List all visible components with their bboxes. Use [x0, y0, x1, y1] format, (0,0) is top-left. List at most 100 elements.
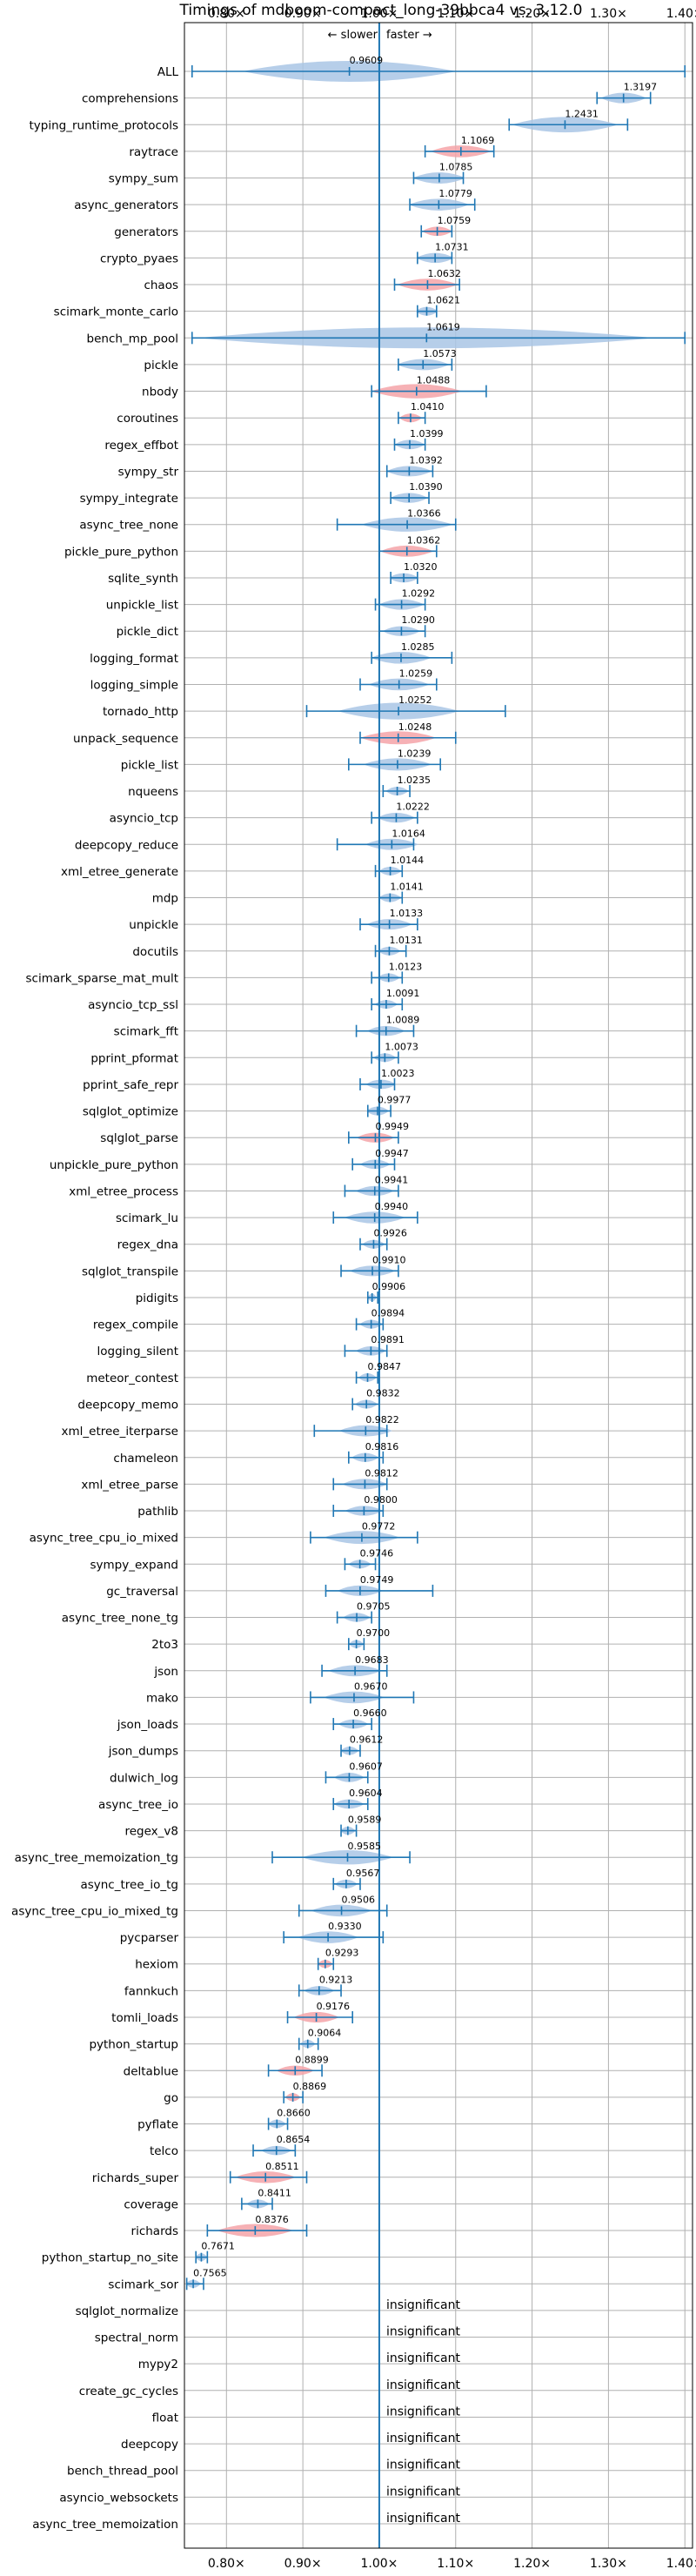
benchmark-label: python_startup [89, 2038, 178, 2052]
benchmark-label: logging_simple [90, 678, 178, 692]
value-label: 0.9772 [362, 1521, 396, 1533]
value-label: 1.0392 [409, 454, 443, 466]
benchmark-label: json [153, 1665, 178, 1679]
benchmark-label: pprint_pformat [90, 1051, 178, 1065]
benchmark-label: float [152, 2411, 178, 2425]
value-label: 1.1069 [461, 135, 495, 146]
value-label: 0.9894 [371, 1308, 405, 1319]
value-label: 0.9926 [373, 1228, 407, 1239]
grid [184, 23, 693, 2548]
benchmark-label: regex_dna [117, 1238, 178, 1252]
benchmark-label: regex_v8 [124, 1825, 178, 1839]
benchmark-label: pyflate [137, 2118, 178, 2132]
benchmark-label: coroutines [117, 412, 178, 426]
value-label: 1.0320 [404, 561, 438, 573]
benchmark-label: pickle_pure_python [64, 545, 178, 559]
value-label: 0.9947 [375, 1148, 409, 1159]
benchmark-label: chaos [144, 278, 178, 292]
value-label: 0.7671 [201, 2241, 235, 2252]
benchmark-label: sympy_sum [109, 172, 178, 186]
value-label: 1.0759 [438, 215, 471, 226]
value-label: 0.9064 [308, 2028, 342, 2039]
value-label: 0.9910 [372, 1254, 406, 1265]
value-label: 0.9812 [365, 1467, 398, 1479]
benchmark-label: coverage [124, 2197, 178, 2211]
value-label: 1.0091 [386, 988, 420, 999]
value-label: 1.0023 [381, 1068, 415, 1079]
value-label: 0.9906 [372, 1281, 406, 1292]
benchmark-label: 2to3 [151, 1638, 178, 1652]
value-label: 1.0619 [426, 321, 460, 332]
value-label: 1.0292 [402, 588, 436, 600]
x-tick-label-top: 0.80× [208, 7, 245, 21]
value-label: 0.9847 [368, 1361, 402, 1372]
value-label: 1.0366 [407, 508, 441, 520]
value-label: 1.2431 [565, 108, 599, 119]
benchmark-label: bench_mp_pool [87, 332, 178, 345]
benchmark-label: crypto_pyaes [100, 252, 178, 265]
value-label: 0.9949 [375, 1121, 409, 1132]
benchmark-label: scimark_lu [116, 1211, 178, 1225]
benchmark-label: nqueens [128, 785, 178, 799]
benchmark-label: nbody [142, 386, 178, 399]
benchmark-label: xml_etree_generate [61, 865, 178, 879]
benchmark-label: raytrace [129, 145, 178, 159]
chart-title: Timings of mdboom-compact_long-39bbca4 v… [179, 2, 583, 19]
value-label: 1.0779 [438, 188, 472, 199]
x-tick-label-bottom: 1.30× [590, 2557, 627, 2571]
benchmark-label: telco [150, 2144, 178, 2158]
benchmark-label: async_tree_none_tg [62, 1612, 178, 1626]
benchmark-label: pidigits [136, 1291, 178, 1305]
x-tick-label-top: 0.90× [284, 7, 322, 21]
value-label: 1.0285 [401, 641, 435, 653]
benchmark-label: chameleon [113, 1452, 178, 1466]
benchmark-label: async_tree_cpu_io_mixed [30, 1532, 178, 1546]
benchmark-label: json_dumps [108, 1745, 178, 1759]
value-label: 0.9604 [349, 1788, 383, 1799]
benchmark-label: asyncio_websockets [59, 2491, 178, 2505]
benchmark-label: python_startup_no_site [42, 2251, 178, 2265]
benchmark-label: deepcopy_memo [77, 1399, 178, 1412]
value-label: 1.0290 [401, 614, 435, 626]
plot-frame [184, 22, 693, 2549]
value-label: 0.9941 [375, 1174, 409, 1185]
slower-label: ← slower [328, 29, 378, 42]
value-label: 0.8660 [277, 2108, 311, 2119]
value-label: 1.0390 [409, 481, 443, 493]
x-tick-label-top: 1.40× [666, 7, 696, 21]
value-label: 1.0731 [435, 241, 469, 252]
value-label: 0.9176 [317, 2001, 351, 2012]
benchmark-label: ALL [157, 65, 179, 79]
benchmark-label: asyncio_tcp [110, 812, 178, 826]
benchmark-label: xml_etree_iterparse [62, 1425, 179, 1439]
x-tick-label-top: 1.10× [437, 7, 474, 21]
value-label: 1.0621 [426, 295, 460, 306]
value-label: 1.0248 [398, 721, 432, 733]
value-label: 0.9609 [350, 55, 384, 66]
benchmark-label: richards [131, 2224, 178, 2238]
value-label: 0.9293 [325, 1948, 359, 1959]
benchmark-label: go [164, 2091, 178, 2105]
benchmark-label: pickle_dict [117, 625, 178, 639]
insignificant-label: insignificant [386, 2298, 461, 2312]
benchmark-label: scimark_monte_carlo [54, 305, 178, 319]
value-label: 0.9746 [360, 1547, 394, 1559]
insignificant-label: insignificant [386, 2459, 461, 2472]
benchmark-label: pathlib [137, 1505, 178, 1519]
value-label: 0.9683 [355, 1654, 389, 1666]
benchmark-label: dulwich_log [110, 1771, 178, 1785]
value-label: 1.0259 [399, 667, 433, 679]
x-tick-label-top: 1.00× [360, 7, 398, 21]
benchmark-label: sqlglot_transpile [82, 1265, 178, 1278]
value-label: 0.8511 [265, 2161, 299, 2172]
value-label: 0.9891 [371, 1334, 405, 1345]
x-axis-ticks: 0.80× 0.80× 0.90× 0.90× 1.00× 1.00× 1.10× 1.10×… [208, 7, 696, 2571]
benchmark-label: pickle [144, 359, 178, 372]
benchmark-label: fannkuch [124, 1984, 178, 1998]
benchmark-label: regex_compile [93, 1318, 178, 1332]
value-label: 0.9567 [346, 1868, 380, 1879]
value-label: 1.0573 [423, 348, 457, 359]
value-label: 0.8654 [277, 2134, 311, 2145]
benchmark-label: async_tree_cpu_io_mixed_tg [11, 1904, 178, 1918]
benchmark-label: logging_silent [97, 1345, 178, 1358]
